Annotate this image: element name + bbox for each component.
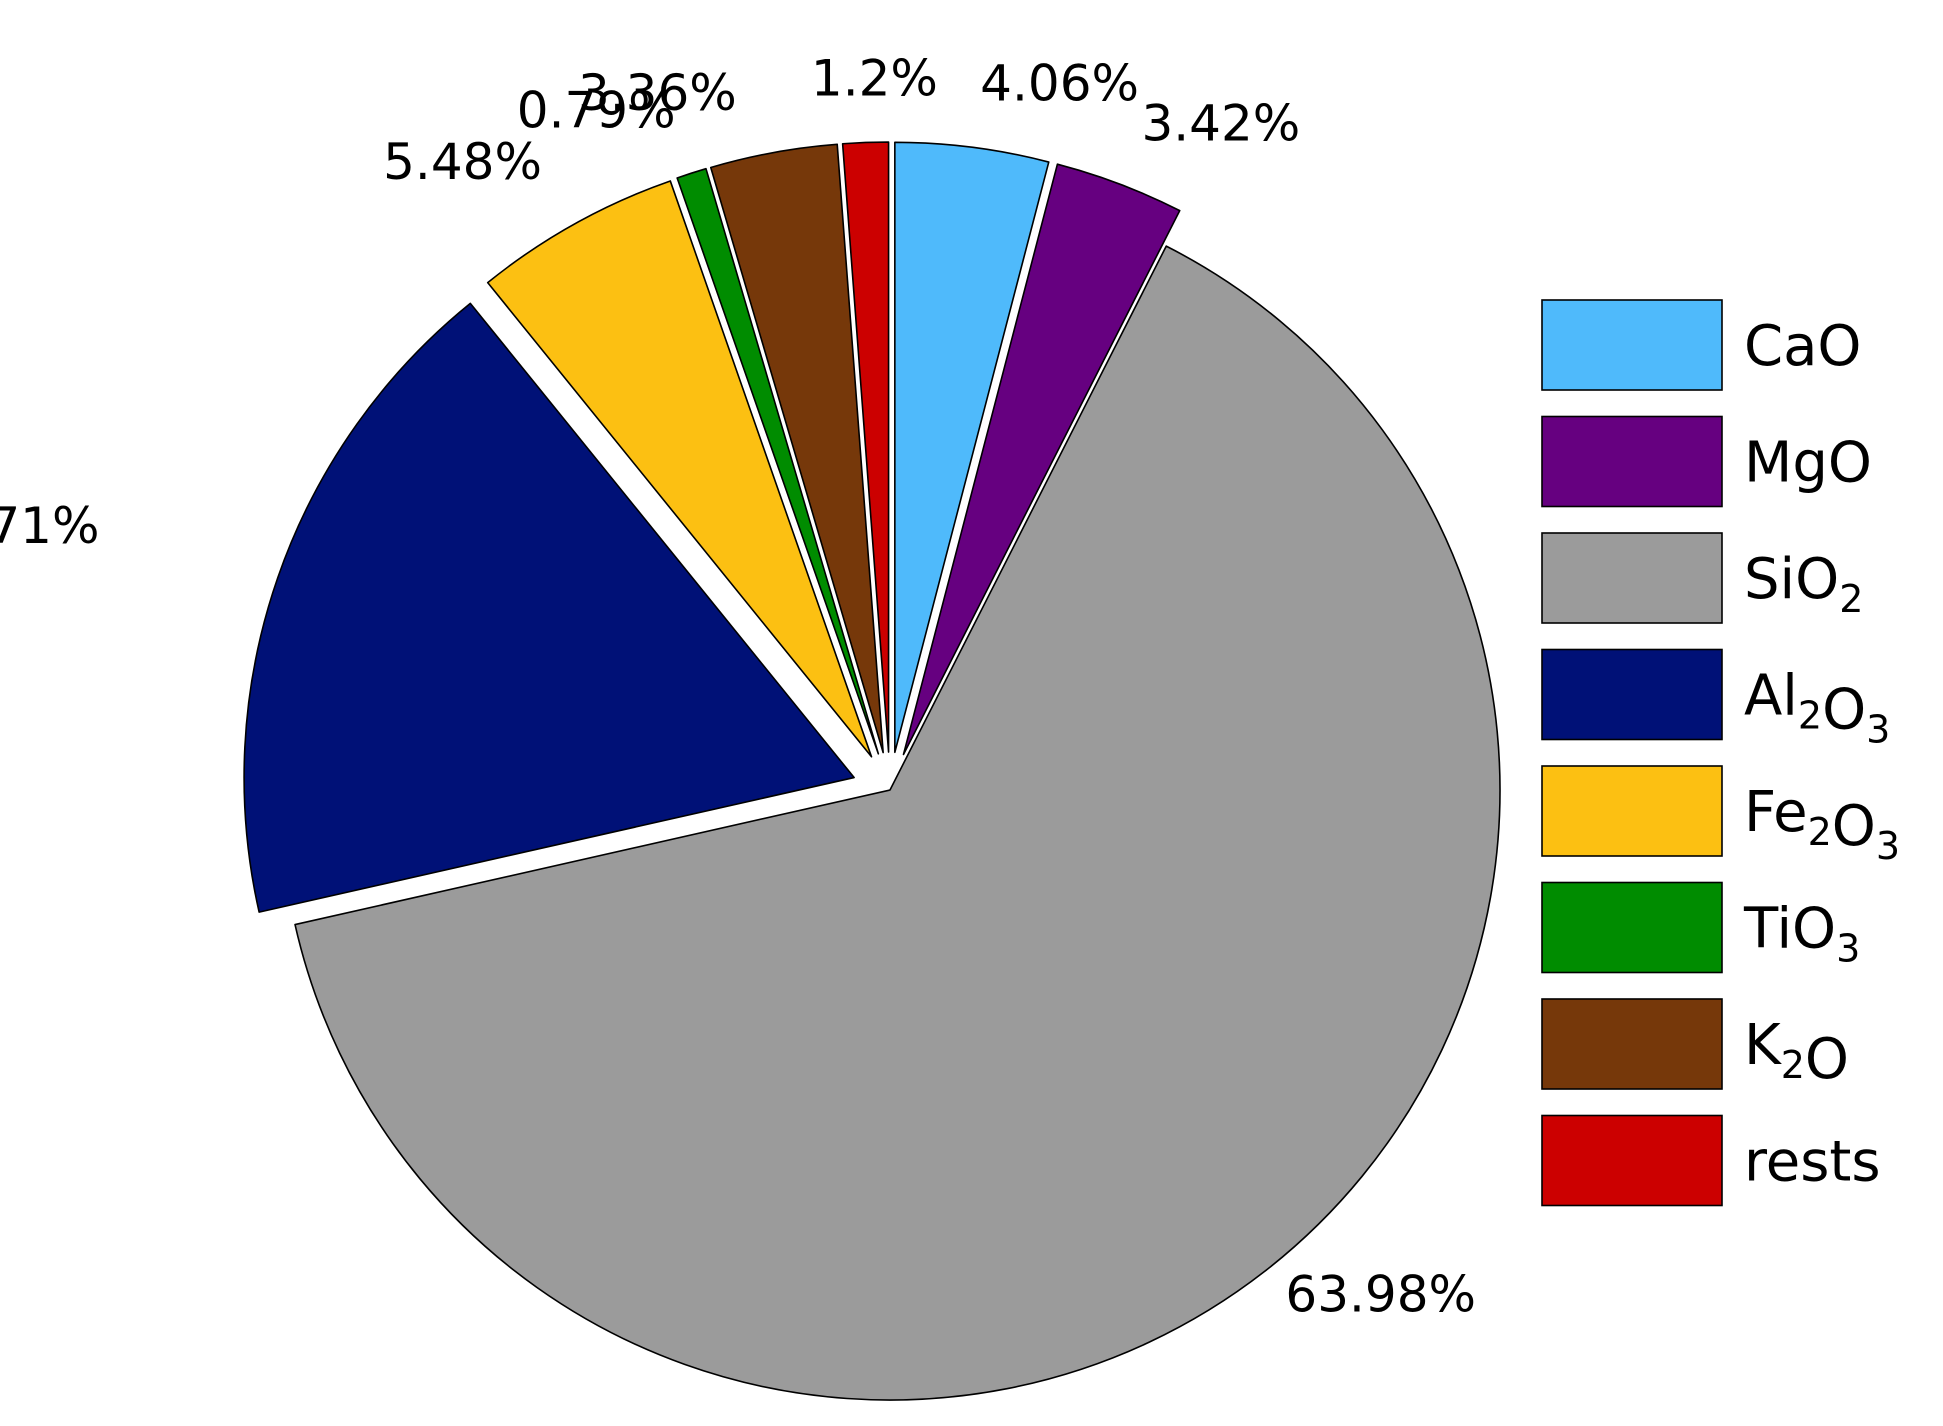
- pie-slice-k2o: [709, 143, 884, 754]
- legend-swatch-cao: [1541, 299, 1723, 391]
- pie-slice-sio2: [294, 245, 1501, 1401]
- slice-label-cao: 4.06%: [980, 54, 1139, 112]
- slice-label-mgo: 3.42%: [1141, 95, 1300, 153]
- pie-slices: [243, 141, 1501, 1401]
- legend-swatch-k2o: [1541, 998, 1723, 1090]
- legend-label-al2o3: Al2O3: [1744, 664, 1890, 752]
- legend-swatch-rests: [1541, 1114, 1723, 1207]
- pie-slice-cao: [894, 141, 1050, 754]
- legend-label-cao: CaO: [1744, 314, 1862, 379]
- pie-slice-rests: [841, 141, 890, 753]
- slice-label-rests: 1.2%: [811, 49, 938, 107]
- legend: CaO MgO SiO2 Al2O3 Fe2O3 TiO3 K2O rests: [1541, 299, 1900, 1207]
- slice-label-tio3: 0.79%: [517, 81, 676, 139]
- slice-label-sio2: 63.98%: [1285, 1265, 1476, 1323]
- pie-slice-mgo: [902, 163, 1181, 756]
- pie-slice-tio3: [676, 167, 880, 755]
- legend-swatch-sio2: [1541, 532, 1723, 624]
- legend-label-k2o: K2O: [1744, 1013, 1849, 1092]
- slice-label-k2o: 3.36%: [578, 64, 737, 122]
- legend-swatch-mgo: [1541, 415, 1723, 508]
- legend-swatch-al2o3: [1541, 648, 1723, 741]
- legend-label-rests: rests: [1744, 1130, 1881, 1195]
- slice-labels: 4.06%3.42% 63.98% 17.71% 5.48%0.79%3.36% 1.2…: [0, 49, 1476, 1323]
- slice-label-al2o3: 17.71%: [0, 497, 99, 555]
- legend-label-mgo: MgO: [1744, 431, 1872, 496]
- slice-label-fe2o3: 5.48%: [383, 133, 542, 191]
- legend-swatch-tio3: [1541, 881, 1723, 974]
- pie-slice-al2o3: [243, 302, 855, 913]
- legend-label-tio3: TiO3: [1743, 897, 1860, 971]
- legend-label-fe2o3: Fe2O3: [1744, 780, 1900, 868]
- legend-swatch-fe2o3: [1541, 765, 1723, 857]
- legend-label-sio2: SiO2: [1744, 547, 1863, 621]
- pie-slice-fe2o3: [486, 180, 873, 758]
